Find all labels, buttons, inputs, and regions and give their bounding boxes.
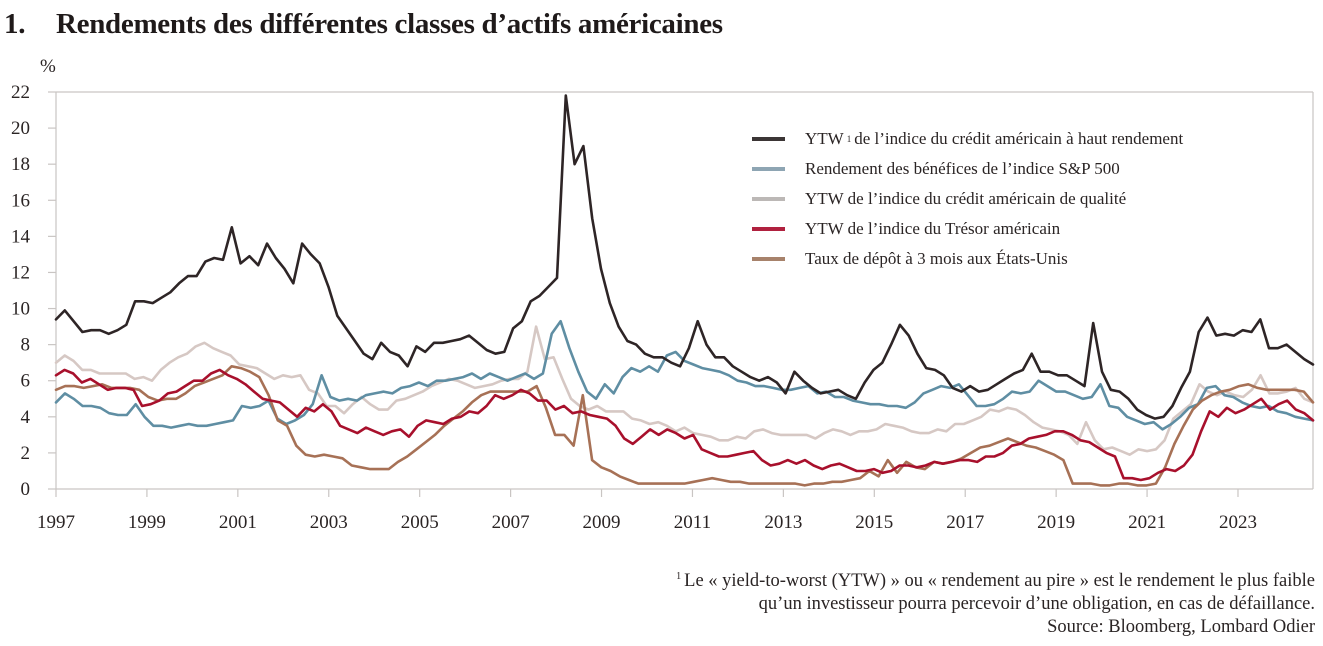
series-treasury-ytw <box>54 368 1315 482</box>
legend-item-treasury: YTW de l’indice du Trésor américain <box>752 214 1183 244</box>
legend-item-deposit-rate: Taux de dépôt à 3 mois aux États-Unis <box>752 244 1183 274</box>
x-tick-label: 2015 <box>855 512 893 533</box>
y-tick-label: 0 <box>21 479 31 500</box>
chart-title-text: Rendements des différentes classes d’act… <box>56 8 723 40</box>
y-tick-label: 4 <box>21 407 31 428</box>
legend-swatch-sp500 <box>752 167 785 171</box>
x-tick-label: 2023 <box>1219 512 1257 533</box>
y-tick-label: 16 <box>11 190 30 211</box>
legend-swatch-treasury <box>752 227 785 231</box>
x-tick-label: 2019 <box>1037 512 1075 533</box>
footnote-line-1: 1 Le « yield-to-worst (YTW) » ou « rendem… <box>676 565 1315 593</box>
legend-item-high-yield: YTW 1 de l’indice du crédit américain à ha… <box>752 124 1183 154</box>
y-tick-label: 8 <box>21 335 31 356</box>
x-tick-label: 2009 <box>583 512 621 533</box>
chart-number: 1. <box>4 8 26 40</box>
legend-label-treasury: YTW de l’indice du Trésor américain <box>805 219 1061 238</box>
y-axis-unit: % <box>40 56 56 77</box>
footnote-line-2: qu’un investisseur pourra percevoir d’un… <box>758 594 1315 615</box>
x-tick-label: 2021 <box>1128 512 1166 533</box>
series-3m-deposit-rate <box>54 364 1315 487</box>
series-lines <box>54 94 1315 487</box>
x-tick-label: 1999 <box>128 512 166 533</box>
series-investment-grade-ytw <box>54 325 1315 457</box>
legend-label-investment-grade: YTW de l’indice du crédit américain de q… <box>805 189 1127 208</box>
legend-swatch-deposit-rate <box>752 257 785 261</box>
legend-item-investment-grade: YTW de l’indice du crédit américain de q… <box>752 184 1183 214</box>
legend-item-sp500: Rendement des bénéfices de l’indice S&P … <box>752 154 1183 184</box>
x-tick-label: 2005 <box>401 512 439 533</box>
x-tick-label: 2001 <box>219 512 257 533</box>
series-high-yield-ytw <box>54 94 1315 420</box>
y-axis: 0 2 4 6 8 10 12 14 16 18 20 22 <box>11 82 56 500</box>
chart-title: 1. Rendements des différentes classes d’a… <box>4 8 723 41</box>
y-tick-label: 10 <box>11 299 30 320</box>
x-tick-label: 2017 <box>946 512 984 533</box>
y-tick-label: 6 <box>21 371 31 392</box>
y-tick-label: 14 <box>11 226 31 247</box>
x-tick-label: 2003 <box>310 512 348 533</box>
y-tick-label: 12 <box>11 262 30 283</box>
y-tick-label: 20 <box>11 118 30 139</box>
legend-label-high-yield: de l’indice du crédit américain à haut r… <box>854 129 1184 148</box>
legend-swatch-investment-grade <box>752 197 785 201</box>
x-tick-label: 2013 <box>764 512 802 533</box>
y-tick-label: 22 <box>11 82 30 103</box>
footnote-text-1: Le « yield-to-worst (YTW) » ou « rendeme… <box>684 571 1315 592</box>
legend-label-deposit-rate: Taux de dépôt à 3 mois aux États-Unis <box>805 249 1068 268</box>
chart-legend: YTW 1 de l’indice du crédit américain à ha… <box>752 124 1183 274</box>
legend-label-high-yield-prefix: YTW <box>805 129 844 148</box>
series-sp500-earnings-yield <box>54 319 1315 431</box>
legend-label-sp500: Rendement des bénéfices de l’indice S&P … <box>805 159 1120 178</box>
chart-footnote: 1 Le « yield-to-worst (YTW) » ou « rendem… <box>676 565 1315 639</box>
x-axis: 1997 1999 2001 2003 2005 2007 2009 2011 2013 2015… <box>37 489 1257 533</box>
x-tick-label: 2007 <box>492 512 530 533</box>
plot-frame <box>55 91 1314 490</box>
x-tick-label: 2011 <box>674 512 711 533</box>
x-tick-label: 1997 <box>37 512 75 533</box>
legend-swatch-high-yield <box>752 137 785 141</box>
source-note: Source: Bloomberg, Lombard Odier <box>1047 617 1315 638</box>
y-tick-label: 2 <box>21 443 31 464</box>
footnote-marker: 1 <box>676 571 682 582</box>
y-tick-label: 18 <box>11 154 30 175</box>
footnote-marker: 1 <box>846 134 852 144</box>
